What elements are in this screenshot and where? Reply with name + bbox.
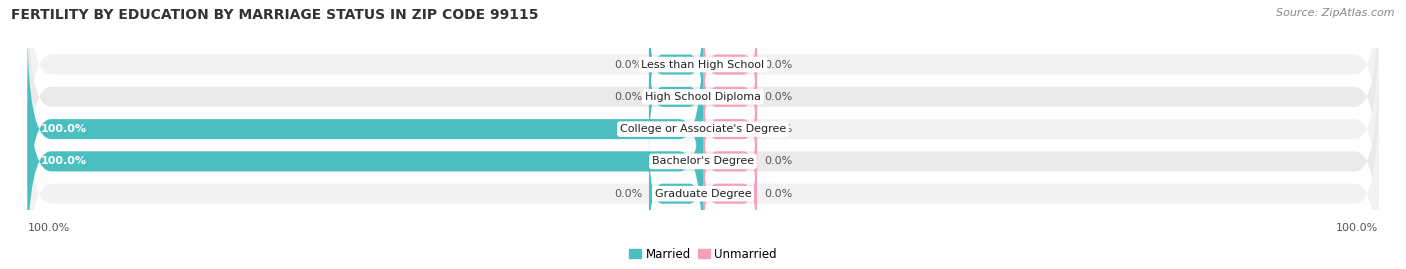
FancyBboxPatch shape — [703, 42, 756, 151]
FancyBboxPatch shape — [28, 91, 1378, 269]
FancyBboxPatch shape — [703, 107, 756, 216]
Text: 0.0%: 0.0% — [614, 189, 643, 199]
FancyBboxPatch shape — [650, 139, 703, 248]
FancyBboxPatch shape — [28, 0, 1378, 200]
Legend: Married, Unmarried: Married, Unmarried — [624, 243, 782, 265]
Text: Source: ZipAtlas.com: Source: ZipAtlas.com — [1277, 8, 1395, 18]
Text: College or Associate's Degree: College or Associate's Degree — [620, 124, 786, 134]
Text: Graduate Degree: Graduate Degree — [655, 189, 751, 199]
Text: 0.0%: 0.0% — [763, 156, 792, 167]
FancyBboxPatch shape — [28, 26, 1378, 232]
Text: 0.0%: 0.0% — [614, 92, 643, 102]
FancyBboxPatch shape — [703, 10, 756, 119]
Text: 100.0%: 100.0% — [28, 223, 70, 233]
Text: 100.0%: 100.0% — [41, 124, 87, 134]
FancyBboxPatch shape — [703, 75, 756, 184]
Text: FERTILITY BY EDUCATION BY MARRIAGE STATUS IN ZIP CODE 99115: FERTILITY BY EDUCATION BY MARRIAGE STATU… — [11, 8, 538, 22]
FancyBboxPatch shape — [650, 10, 703, 119]
Text: High School Diploma: High School Diploma — [645, 92, 761, 102]
Text: 0.0%: 0.0% — [763, 124, 792, 134]
Text: Less than High School: Less than High School — [641, 59, 765, 70]
Text: Bachelor's Degree: Bachelor's Degree — [652, 156, 754, 167]
FancyBboxPatch shape — [28, 58, 1378, 264]
FancyBboxPatch shape — [703, 139, 756, 248]
Text: 0.0%: 0.0% — [614, 59, 643, 70]
Text: 0.0%: 0.0% — [763, 92, 792, 102]
FancyBboxPatch shape — [28, 26, 703, 232]
FancyBboxPatch shape — [650, 42, 703, 151]
Text: 100.0%: 100.0% — [1336, 223, 1378, 233]
FancyBboxPatch shape — [28, 0, 1378, 168]
FancyBboxPatch shape — [28, 58, 703, 264]
Text: 0.0%: 0.0% — [763, 59, 792, 70]
Text: 100.0%: 100.0% — [41, 156, 87, 167]
Text: 0.0%: 0.0% — [763, 189, 792, 199]
